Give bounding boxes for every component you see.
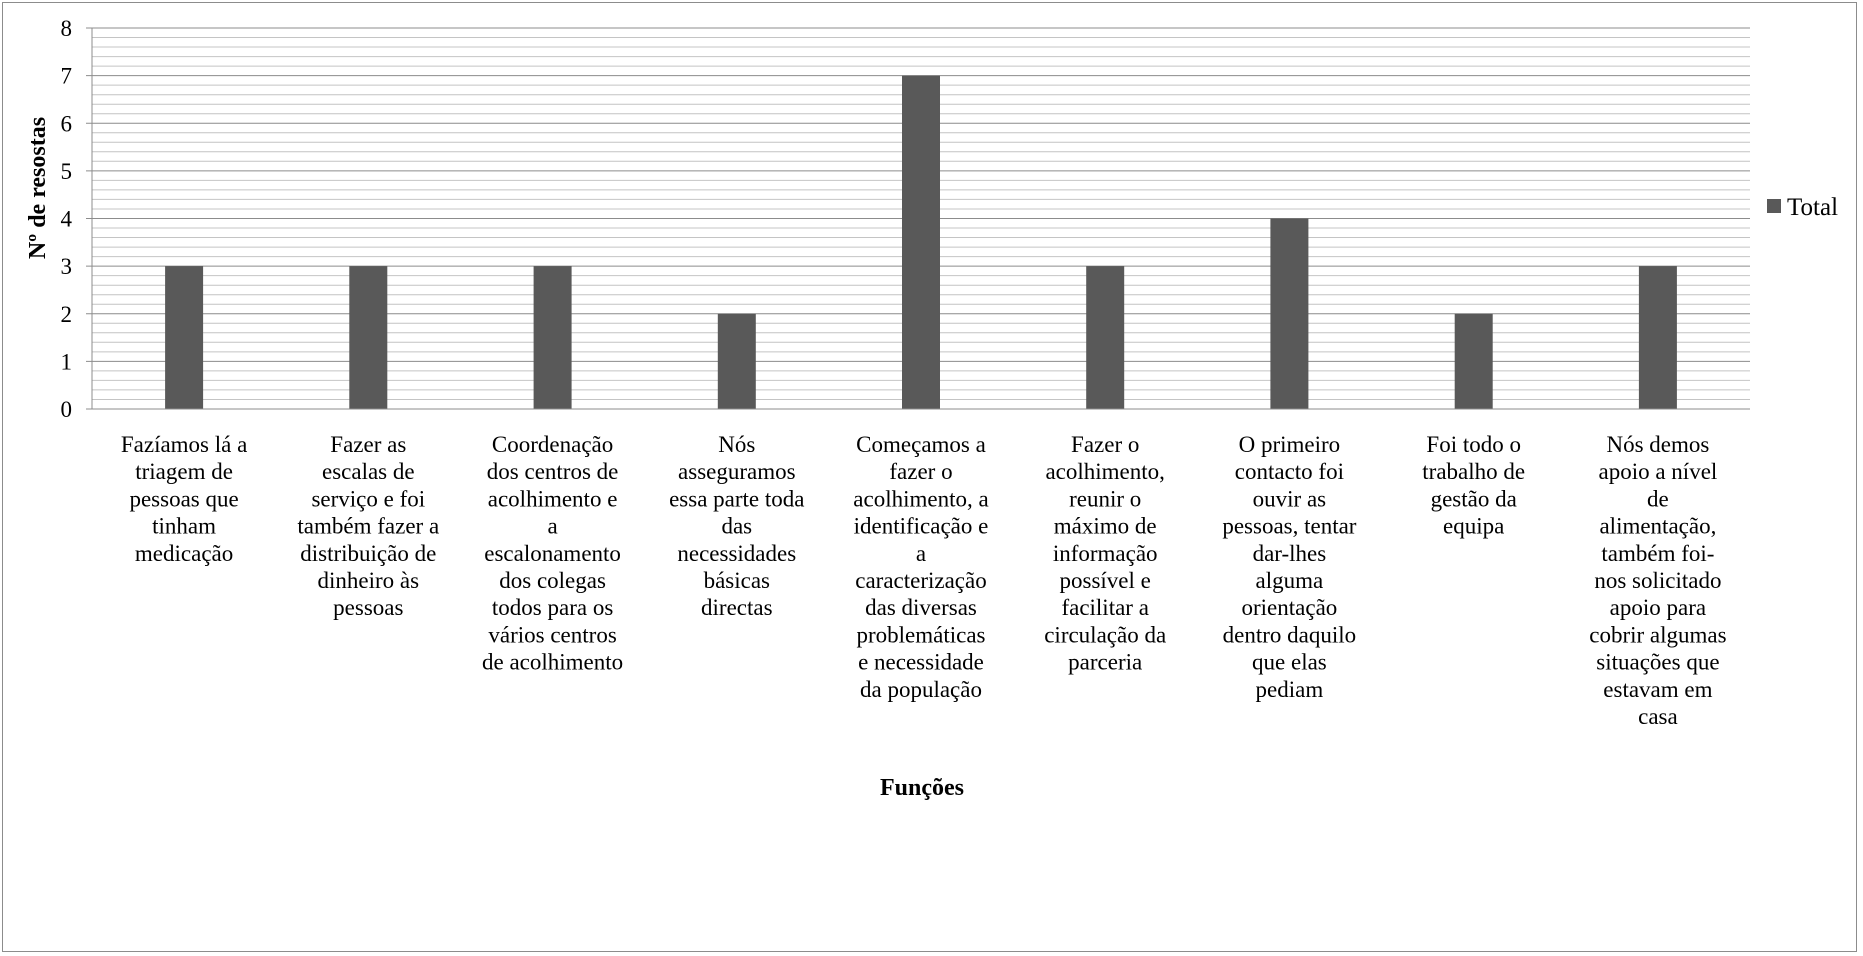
legend-swatch-total xyxy=(1767,199,1781,213)
x-category-label-8: Foi todo o trabalho de gestão da equipa xyxy=(1422,432,1525,539)
bars xyxy=(165,75,1677,410)
y-tick-label: 1 xyxy=(61,349,73,374)
x-category-label-4: Nós asseguramos essa parte toda das necessid… xyxy=(669,432,804,620)
x-category-label-6: Fazer o acolhimento, reunir o máximo de info… xyxy=(1044,432,1166,675)
bar-9 xyxy=(1638,266,1677,409)
bar-1 xyxy=(165,266,204,409)
x-category-label-1: Fazíamos lá a triagem de pessoas que tinham… xyxy=(121,432,247,566)
bar-3 xyxy=(533,266,572,409)
bar-5 xyxy=(902,75,940,409)
bar-6 xyxy=(1086,266,1125,409)
legend: Total xyxy=(1767,194,1838,221)
bar-8 xyxy=(1454,313,1493,410)
y-tick-label: 5 xyxy=(61,159,73,184)
y-tick-label: 8 xyxy=(61,16,73,41)
y-tick-label: 6 xyxy=(61,111,73,136)
bar-4 xyxy=(717,313,756,410)
bar-7 xyxy=(1270,218,1309,409)
legend-label-total: Total xyxy=(1787,194,1838,221)
y-tick-label: 0 xyxy=(61,397,73,422)
x-axis-category-labels: Fazíamos lá a triagem de pessoas que tinham… xyxy=(121,432,1727,729)
y-tick-label: 2 xyxy=(61,302,73,327)
x-category-label-9: Nós demos apoio a nível de alimentação, tamb… xyxy=(1589,432,1726,729)
y-axis-title: Nº de resostas xyxy=(25,117,51,259)
y-tick-label: 7 xyxy=(61,64,73,89)
x-category-label-2: Fazer as escalas de serviço e foi também fa… xyxy=(297,432,439,620)
y-axis-ticks: 0 1 2 3 4 5 6 7 8 xyxy=(61,16,92,422)
x-axis-title: Funções xyxy=(880,775,964,801)
x-category-label-5: Começamos a fazer o acolhimento, a identifi… xyxy=(853,432,988,702)
x-category-label-7: O primeiro contacto foi ouvir as pessoas, t… xyxy=(1222,432,1356,702)
y-tick-label: 4 xyxy=(61,207,73,232)
y-tick-label: 3 xyxy=(61,254,73,279)
bar-2 xyxy=(349,266,388,409)
